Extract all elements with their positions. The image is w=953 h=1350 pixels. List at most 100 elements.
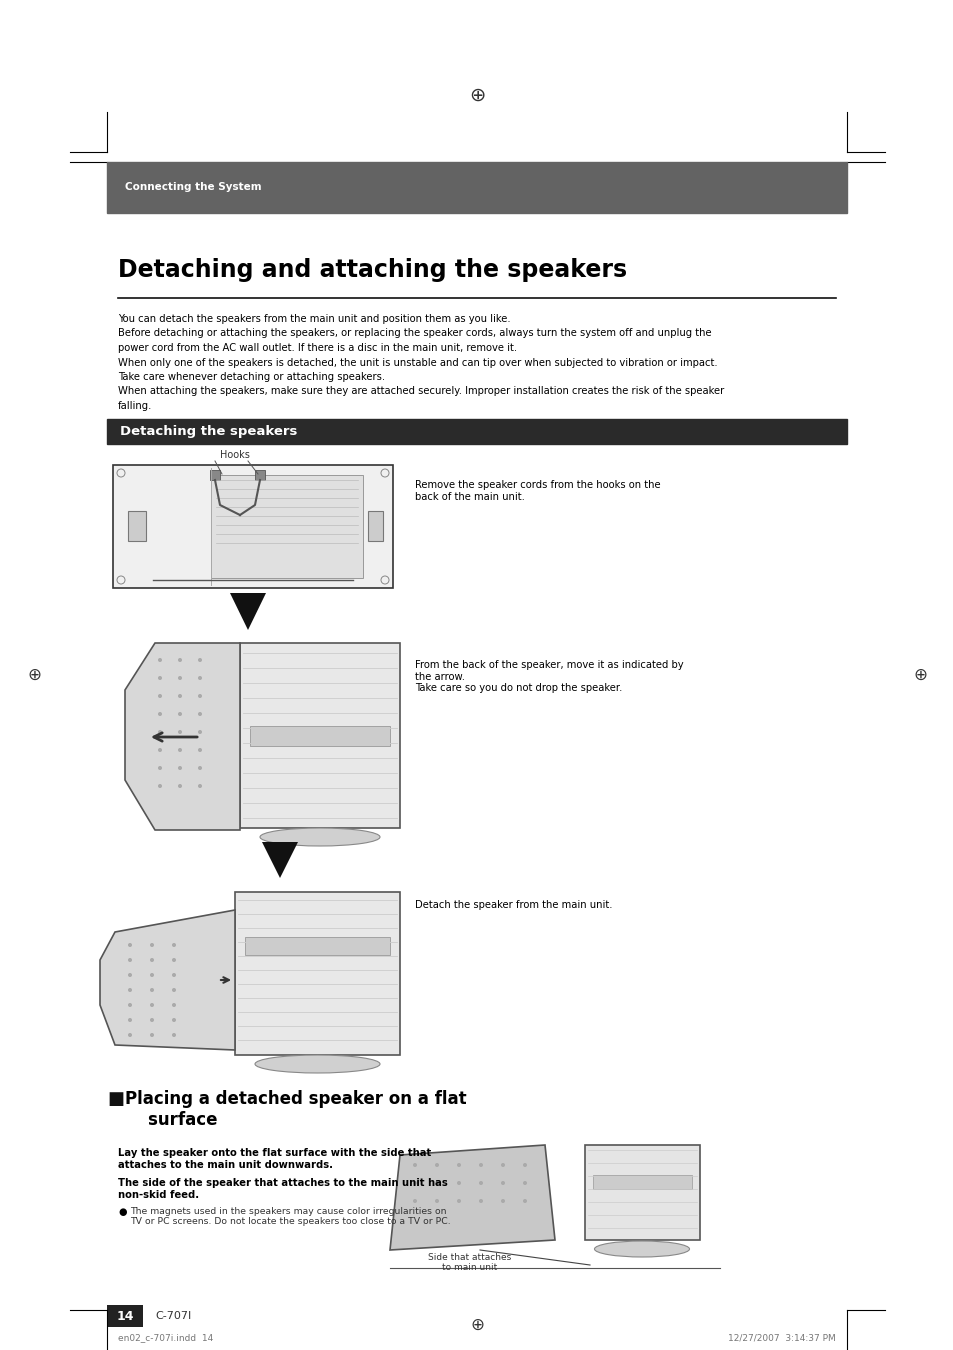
- Circle shape: [413, 1162, 416, 1166]
- Text: Placing a detached speaker on a flat
    surface: Placing a detached speaker on a flat sur…: [125, 1089, 466, 1129]
- Circle shape: [128, 1003, 132, 1007]
- Ellipse shape: [594, 1241, 689, 1257]
- Text: power cord from the AC wall outlet. If there is a disc in the main unit, remove : power cord from the AC wall outlet. If t…: [118, 343, 517, 352]
- Circle shape: [128, 973, 132, 977]
- Circle shape: [158, 784, 162, 788]
- Text: Take care whenever detaching or attaching speakers.: Take care whenever detaching or attachin…: [118, 373, 385, 382]
- Circle shape: [150, 958, 153, 963]
- Circle shape: [478, 1181, 482, 1185]
- Circle shape: [435, 1181, 438, 1185]
- Circle shape: [178, 748, 182, 752]
- Circle shape: [198, 730, 202, 734]
- Text: When only one of the speakers is detached, the unit is unstable and can tip over: When only one of the speakers is detache…: [118, 358, 717, 367]
- Circle shape: [413, 1181, 416, 1185]
- Circle shape: [522, 1199, 526, 1203]
- Circle shape: [178, 711, 182, 716]
- Circle shape: [128, 1033, 132, 1037]
- Circle shape: [178, 765, 182, 769]
- Polygon shape: [125, 643, 240, 830]
- Text: Side that attaches
to main unit: Side that attaches to main unit: [428, 1253, 511, 1273]
- Polygon shape: [262, 842, 297, 878]
- Text: en02_c-707i.indd  14: en02_c-707i.indd 14: [118, 1334, 213, 1342]
- Text: Hooks: Hooks: [220, 450, 250, 460]
- Circle shape: [158, 657, 162, 661]
- Text: Detaching the speakers: Detaching the speakers: [120, 425, 297, 437]
- Circle shape: [522, 1162, 526, 1166]
- Bar: [368, 512, 382, 541]
- Circle shape: [198, 784, 202, 788]
- Bar: [107, 418, 846, 444]
- Circle shape: [178, 676, 182, 680]
- Bar: [128, 512, 146, 541]
- Circle shape: [456, 1199, 460, 1203]
- Circle shape: [150, 1033, 153, 1037]
- Circle shape: [178, 657, 182, 661]
- Text: 12/27/2007  3:14:37 PM: 12/27/2007 3:14:37 PM: [727, 1334, 835, 1342]
- Circle shape: [172, 988, 175, 992]
- Circle shape: [150, 1018, 153, 1022]
- Text: When attaching the speakers, make sure they are attached securely. Improper inst: When attaching the speakers, make sure t…: [118, 386, 723, 397]
- Text: 14: 14: [116, 1310, 133, 1323]
- Text: falling.: falling.: [118, 401, 152, 410]
- Circle shape: [158, 694, 162, 698]
- Bar: [245, 937, 390, 954]
- Bar: [240, 643, 399, 828]
- Text: C-707I: C-707I: [154, 1311, 191, 1322]
- Bar: [211, 475, 363, 578]
- Text: ⊕: ⊕: [27, 666, 41, 684]
- Circle shape: [500, 1199, 504, 1203]
- Bar: [234, 892, 399, 1054]
- Circle shape: [198, 748, 202, 752]
- Circle shape: [198, 676, 202, 680]
- Circle shape: [172, 1018, 175, 1022]
- Circle shape: [172, 973, 175, 977]
- Circle shape: [456, 1181, 460, 1185]
- Circle shape: [150, 1003, 153, 1007]
- Circle shape: [435, 1199, 438, 1203]
- Polygon shape: [100, 910, 234, 1050]
- Text: ⊕: ⊕: [468, 85, 485, 104]
- Text: The side of the speaker that attaches to the main unit has
non-skid feed.: The side of the speaker that attaches to…: [118, 1179, 447, 1200]
- Bar: [254, 470, 265, 481]
- Bar: [593, 1174, 691, 1189]
- Circle shape: [198, 711, 202, 716]
- Polygon shape: [390, 1145, 555, 1250]
- Circle shape: [172, 1033, 175, 1037]
- Circle shape: [500, 1162, 504, 1166]
- Circle shape: [172, 1003, 175, 1007]
- Circle shape: [478, 1199, 482, 1203]
- Circle shape: [500, 1181, 504, 1185]
- Text: ●: ●: [118, 1207, 127, 1216]
- Text: The magnets used in the speakers may cause color irregularities on
TV or PC scre: The magnets used in the speakers may cau…: [130, 1207, 450, 1226]
- Text: ■: ■: [107, 1089, 124, 1108]
- Circle shape: [158, 765, 162, 769]
- Text: ⊕: ⊕: [912, 666, 926, 684]
- Circle shape: [178, 784, 182, 788]
- Circle shape: [128, 958, 132, 963]
- Ellipse shape: [260, 828, 379, 846]
- Text: You can detach the speakers from the main unit and position them as you like.: You can detach the speakers from the mai…: [118, 315, 510, 324]
- Circle shape: [128, 988, 132, 992]
- Circle shape: [198, 694, 202, 698]
- Bar: [210, 470, 220, 481]
- Bar: [250, 726, 390, 747]
- Text: From the back of the speaker, move it as indicated by
the arrow.
Take care so yo: From the back of the speaker, move it as…: [415, 660, 683, 693]
- Circle shape: [198, 657, 202, 661]
- Bar: [584, 1145, 700, 1241]
- Circle shape: [413, 1199, 416, 1203]
- Text: Remove the speaker cords from the hooks on the
back of the main unit.: Remove the speaker cords from the hooks …: [415, 481, 659, 502]
- Circle shape: [150, 988, 153, 992]
- Circle shape: [158, 676, 162, 680]
- Circle shape: [150, 944, 153, 946]
- Text: Detach the speaker from the main unit.: Detach the speaker from the main unit.: [415, 900, 612, 910]
- Circle shape: [456, 1162, 460, 1166]
- Text: Detaching and attaching the speakers: Detaching and attaching the speakers: [118, 258, 626, 282]
- Circle shape: [158, 730, 162, 734]
- Text: Connecting the System: Connecting the System: [125, 182, 261, 193]
- Circle shape: [172, 944, 175, 946]
- Circle shape: [522, 1181, 526, 1185]
- Text: Lay the speaker onto the flat surface with the side that
attaches to the main un: Lay the speaker onto the flat surface wi…: [118, 1148, 431, 1169]
- Circle shape: [172, 958, 175, 963]
- Text: ⊕: ⊕: [470, 1316, 483, 1334]
- Circle shape: [178, 730, 182, 734]
